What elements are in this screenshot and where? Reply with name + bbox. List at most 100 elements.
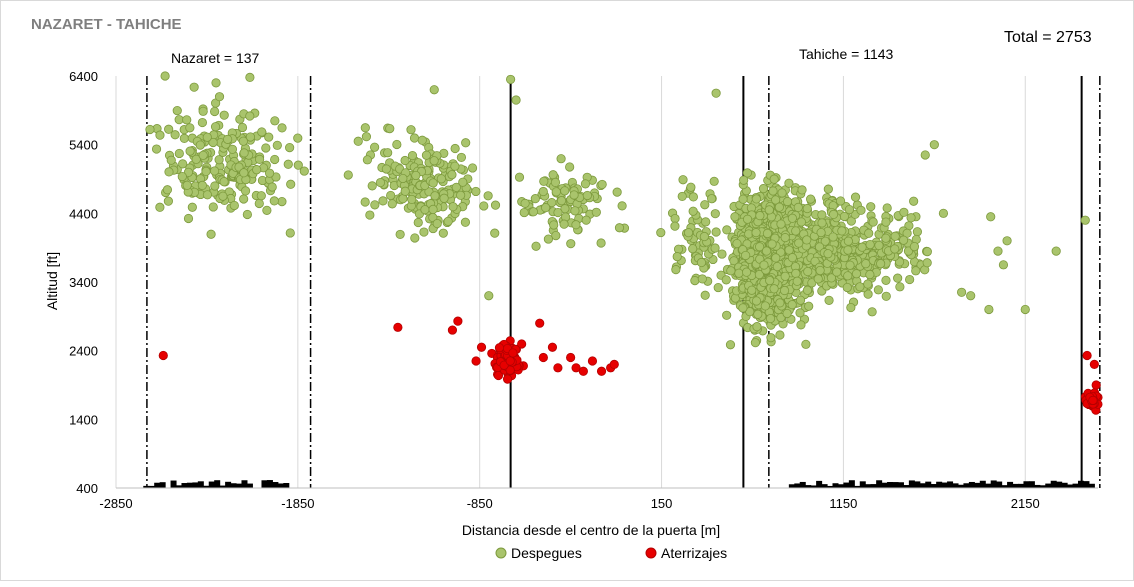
despegue-point: [754, 242, 765, 252]
x-tick-labels: -2850 -1850 -850 150 1150 2150: [99, 496, 1039, 511]
despegue-point: [254, 154, 265, 164]
despegue-point: [277, 123, 287, 133]
despegue-point: [187, 202, 197, 212]
legend-marker-despegues: [495, 547, 507, 559]
despegue-point: [765, 276, 775, 286]
despegue-point: [461, 138, 471, 148]
despegue-point: [1020, 304, 1030, 315]
despegue-point: [191, 154, 201, 164]
despegue-point: [701, 217, 711, 227]
despegue-point: [549, 220, 559, 230]
despegue-point: [182, 180, 192, 190]
despegue-point: [385, 123, 395, 134]
despegue-point: [411, 170, 421, 181]
despegue-point: [519, 207, 529, 218]
despegue-point: [547, 198, 557, 208]
despegue-point: [208, 202, 218, 212]
despegue-point: [214, 155, 224, 165]
despegue-point: [430, 191, 440, 201]
despegue-point: [690, 276, 700, 286]
despegue-point: [780, 233, 790, 243]
despegue-point: [285, 228, 295, 238]
terrain-block: [203, 485, 210, 488]
despegue-point: [277, 197, 287, 207]
aterrizaje-point: [453, 316, 463, 326]
despegue-point: [686, 182, 696, 192]
despegue-point: [857, 242, 867, 252]
despegue-point: [210, 106, 220, 117]
despegue-point: [179, 133, 189, 143]
despegue-point: [195, 140, 205, 150]
legend-label-despegues: Despegues: [511, 545, 582, 561]
despegue-point: [256, 191, 266, 201]
despegue-point: [717, 249, 727, 259]
y-tick-label: 1400: [69, 412, 98, 427]
aterrizaje-point: [535, 318, 545, 328]
despegue-point: [1080, 215, 1090, 225]
despegue-point: [922, 258, 932, 268]
terrain-block: [272, 482, 279, 488]
despegue-point: [734, 268, 744, 278]
despegue-point: [876, 259, 886, 269]
despegue-point: [782, 308, 792, 319]
despegue-point: [758, 184, 769, 194]
despegue-point: [183, 213, 194, 224]
y-tick-labels: 400 1400 2400 3400 4400 5400 6400: [69, 69, 98, 496]
despegue-point: [283, 159, 293, 169]
despegue-point: [782, 196, 793, 207]
despegue-point: [299, 166, 309, 176]
despegue-point: [360, 123, 370, 133]
despegue-point: [197, 180, 207, 190]
despegue-point: [531, 241, 541, 251]
terrain-block: [1012, 483, 1019, 488]
despegue-point: [732, 239, 742, 249]
despegue-point: [865, 239, 875, 250]
despegue-point: [1002, 236, 1012, 246]
despegue-point: [765, 313, 776, 324]
despegue-point: [787, 213, 797, 223]
despegue-point: [850, 192, 861, 202]
despegue-point: [738, 303, 748, 313]
despegue-point: [219, 177, 229, 187]
despegue-point: [754, 269, 764, 280]
aterrizaje-point: [1082, 350, 1092, 361]
despegue-point: [421, 150, 432, 160]
despegue-point: [751, 228, 761, 238]
legend: Despegues Aterrizajes: [495, 545, 727, 561]
despegue-point: [406, 125, 416, 135]
despegue-point: [753, 309, 763, 319]
aterrizaje-point: [553, 363, 563, 373]
despegue-point: [899, 207, 909, 217]
aterrizaje-point: [158, 350, 168, 361]
despegue-point: [182, 115, 192, 125]
despegue-point: [839, 211, 850, 222]
terrain-block: [181, 483, 188, 488]
despegue-point: [842, 282, 852, 293]
despegue-point: [528, 207, 539, 217]
despegue-point: [742, 168, 753, 178]
terrain-block: [219, 485, 226, 488]
aterrizaje-point: [494, 343, 505, 353]
terrain-block: [1050, 480, 1057, 488]
despegue-point: [813, 274, 823, 284]
despegue-point: [801, 339, 811, 349]
x-axis-label: Distancia desde el centro de la puerta […: [462, 522, 720, 538]
despegue-point: [898, 235, 909, 245]
x-tick-label: 2150: [1011, 496, 1040, 511]
terrain-block: [832, 483, 839, 488]
despegue-point: [700, 200, 710, 210]
despegue-point: [539, 176, 549, 186]
terrain-block: [827, 485, 834, 488]
despegue-point: [846, 302, 856, 313]
despegue-point: [851, 269, 862, 279]
despegue-point: [189, 82, 199, 92]
despegue-point: [210, 122, 221, 132]
terrain-block: [952, 483, 959, 488]
despegue-point: [760, 301, 770, 311]
despegue-point: [174, 148, 184, 159]
despegue-point: [151, 144, 162, 154]
despegue-point: [596, 238, 606, 248]
terrain-block: [963, 483, 970, 488]
despegue-point: [286, 179, 296, 189]
despegue-point: [367, 181, 377, 191]
